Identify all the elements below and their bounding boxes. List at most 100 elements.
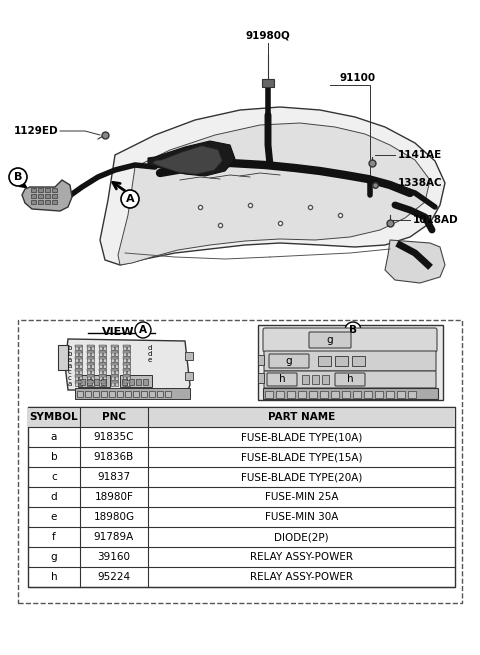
Bar	[99, 357, 106, 359]
Bar	[386, 391, 394, 398]
Bar	[127, 375, 130, 380]
Bar	[111, 345, 114, 350]
Bar	[117, 391, 123, 397]
Bar	[99, 345, 102, 350]
Bar	[298, 391, 306, 398]
Bar	[18, 320, 462, 603]
FancyBboxPatch shape	[335, 373, 365, 386]
Bar	[87, 369, 90, 374]
Text: a: a	[68, 363, 72, 369]
Bar	[79, 363, 82, 368]
Bar	[87, 345, 94, 347]
Text: RELAY ASSY-POWER: RELAY ASSY-POWER	[250, 572, 353, 582]
Bar	[375, 391, 383, 398]
Text: VIEW: VIEW	[312, 327, 344, 337]
Text: 91837: 91837	[97, 472, 131, 482]
Bar	[99, 345, 106, 347]
Bar	[103, 351, 106, 356]
Bar	[87, 351, 94, 353]
Bar	[87, 375, 94, 377]
Bar	[79, 357, 82, 362]
Bar	[103, 369, 106, 374]
Bar	[127, 345, 130, 350]
Text: 91100: 91100	[340, 73, 376, 83]
Text: c: c	[51, 472, 57, 482]
Bar	[115, 357, 118, 362]
Text: d: d	[148, 345, 152, 351]
Bar	[87, 363, 90, 368]
Bar	[75, 357, 82, 359]
Bar	[115, 375, 118, 380]
Bar	[85, 391, 91, 397]
Text: e: e	[148, 357, 152, 363]
Bar	[111, 375, 114, 380]
Bar	[276, 391, 284, 398]
Bar	[101, 391, 107, 397]
Bar	[87, 379, 92, 385]
Bar	[91, 363, 94, 368]
Bar	[103, 345, 106, 350]
Bar	[31, 200, 36, 204]
Circle shape	[345, 322, 361, 338]
Bar	[91, 345, 94, 350]
Text: 91980Q: 91980Q	[246, 30, 290, 40]
Bar	[75, 381, 78, 386]
Text: 39160: 39160	[97, 552, 131, 562]
Bar	[52, 200, 57, 204]
Bar	[111, 381, 114, 386]
Circle shape	[135, 322, 151, 338]
Text: a: a	[51, 432, 57, 442]
Bar	[45, 194, 50, 198]
Text: RELAY ASSY-POWER: RELAY ASSY-POWER	[250, 552, 353, 562]
Bar	[99, 363, 106, 365]
Bar	[133, 391, 139, 397]
Text: h: h	[279, 374, 285, 384]
FancyBboxPatch shape	[267, 373, 297, 386]
Polygon shape	[153, 146, 222, 174]
Bar	[335, 356, 348, 366]
Bar	[123, 369, 126, 374]
Bar	[123, 345, 126, 350]
Bar	[302, 375, 309, 384]
FancyBboxPatch shape	[264, 351, 436, 371]
FancyBboxPatch shape	[264, 371, 436, 388]
Bar	[28, 407, 455, 427]
Bar	[123, 345, 130, 347]
Bar	[58, 345, 68, 370]
Text: e: e	[51, 512, 57, 522]
Bar	[127, 369, 130, 374]
Bar	[75, 375, 82, 377]
Bar	[103, 363, 106, 368]
Bar	[75, 351, 82, 353]
Bar	[101, 379, 106, 385]
Text: b: b	[68, 351, 72, 357]
Bar	[99, 381, 106, 383]
Bar	[31, 188, 36, 192]
Bar	[265, 391, 273, 398]
Polygon shape	[65, 339, 190, 390]
Bar	[143, 379, 148, 385]
Bar	[258, 373, 264, 383]
Bar	[320, 391, 328, 398]
Text: 1338AC: 1338AC	[398, 178, 443, 188]
Bar	[75, 357, 78, 362]
Bar	[99, 375, 102, 380]
Bar	[75, 388, 190, 399]
Bar	[52, 194, 57, 198]
Bar	[79, 375, 82, 380]
Bar	[75, 345, 82, 347]
Text: 1018AD: 1018AD	[413, 215, 458, 225]
Text: FUSE-MIN 25A: FUSE-MIN 25A	[265, 492, 338, 502]
Bar	[123, 369, 130, 371]
Text: b: b	[68, 345, 72, 351]
Bar	[111, 363, 118, 365]
Bar	[127, 381, 130, 386]
Bar	[111, 369, 118, 371]
Text: FUSE-BLADE TYPE(10A): FUSE-BLADE TYPE(10A)	[241, 432, 362, 442]
Bar	[258, 355, 264, 365]
Bar	[75, 369, 78, 374]
Bar	[115, 351, 118, 356]
Bar	[94, 379, 99, 385]
Bar	[165, 391, 171, 397]
Bar	[115, 345, 118, 350]
